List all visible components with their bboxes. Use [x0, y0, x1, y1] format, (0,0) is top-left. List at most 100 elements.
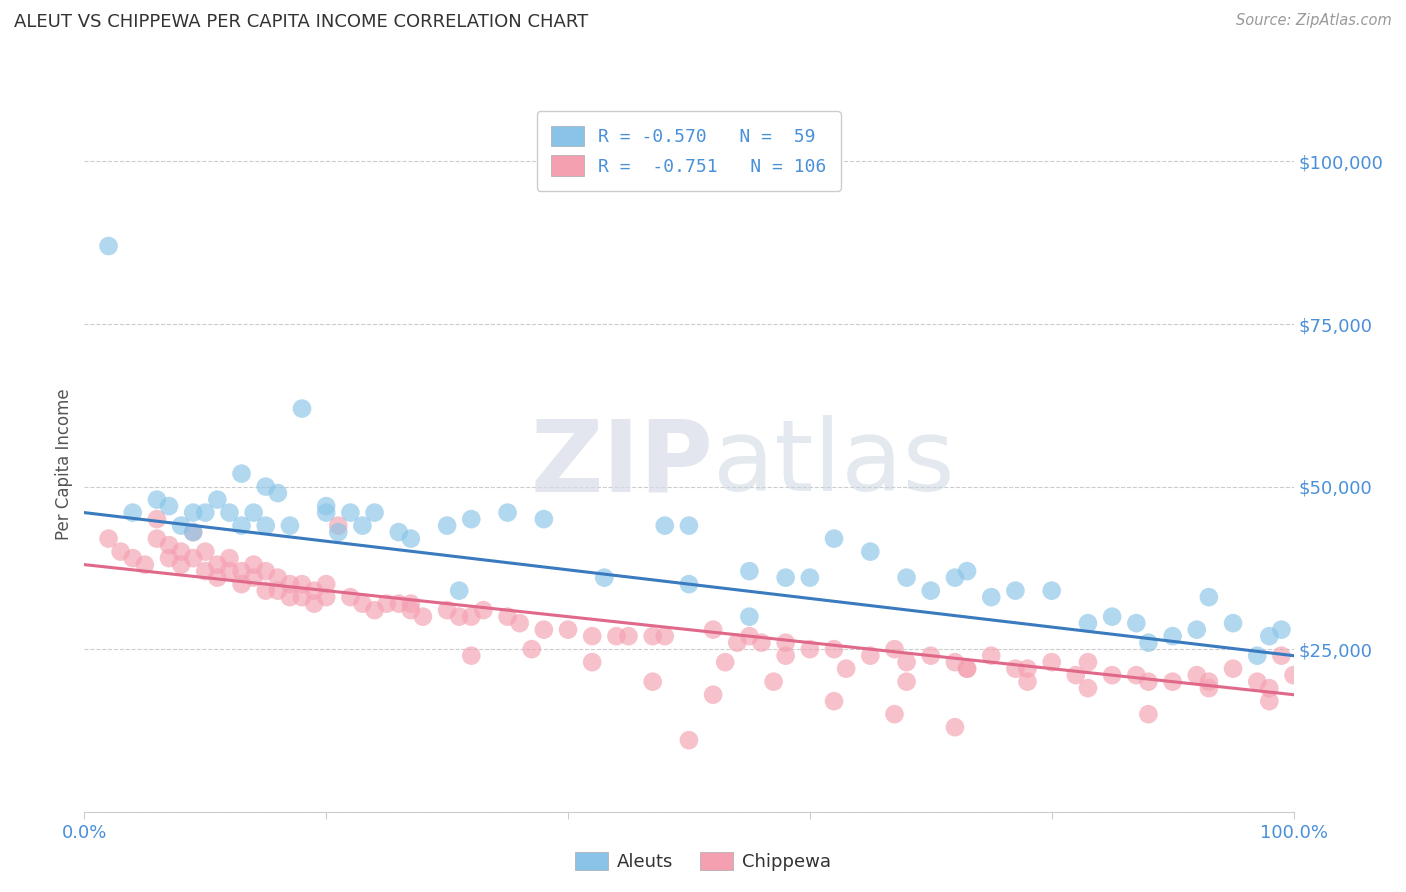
- Point: [751, 635, 773, 649]
- Point: [218, 551, 240, 566]
- Point: [1198, 681, 1220, 695]
- Point: [121, 551, 143, 566]
- Point: [231, 467, 253, 481]
- Point: [352, 597, 374, 611]
- Point: [352, 518, 374, 533]
- Point: [194, 544, 217, 558]
- Point: [399, 532, 422, 546]
- Point: [291, 577, 314, 591]
- Point: [231, 564, 253, 578]
- Point: [328, 525, 350, 540]
- Point: [835, 662, 858, 676]
- Point: [1125, 668, 1147, 682]
- Point: [207, 558, 229, 572]
- Point: [460, 648, 482, 663]
- Point: [315, 577, 337, 591]
- Point: [146, 532, 169, 546]
- Point: [581, 629, 603, 643]
- Legend: R = -0.570   N =  59, R =  -0.751   N = 106: R = -0.570 N = 59, R = -0.751 N = 106: [537, 112, 841, 191]
- Point: [1185, 668, 1208, 682]
- Point: [302, 597, 325, 611]
- Point: [449, 609, 471, 624]
- Point: [436, 603, 458, 617]
- Point: [218, 506, 240, 520]
- Point: [399, 597, 422, 611]
- Point: [388, 597, 411, 611]
- Point: [775, 571, 797, 585]
- Point: [1282, 668, 1305, 682]
- Point: [738, 564, 761, 578]
- Text: ALEUT VS CHIPPEWA PER CAPITA INCOME CORRELATION CHART: ALEUT VS CHIPPEWA PER CAPITA INCOME CORR…: [14, 13, 588, 31]
- Point: [399, 603, 422, 617]
- Point: [1125, 616, 1147, 631]
- Point: [97, 239, 120, 253]
- Point: [738, 629, 761, 643]
- Point: [157, 551, 180, 566]
- Point: [714, 655, 737, 669]
- Point: [278, 518, 301, 533]
- Point: [254, 583, 277, 598]
- Point: [641, 629, 664, 643]
- Point: [339, 590, 361, 604]
- Text: Source: ZipAtlas.com: Source: ZipAtlas.com: [1236, 13, 1392, 29]
- Point: [231, 577, 253, 591]
- Point: [194, 506, 217, 520]
- Point: [436, 518, 458, 533]
- Point: [738, 609, 761, 624]
- Point: [1198, 674, 1220, 689]
- Point: [375, 597, 398, 611]
- Point: [181, 525, 204, 540]
- Point: [460, 609, 482, 624]
- Point: [943, 571, 966, 585]
- Point: [943, 720, 966, 734]
- Y-axis label: Per Capita Income: Per Capita Income: [55, 388, 73, 540]
- Legend: Aleuts, Chippewa: Aleuts, Chippewa: [568, 845, 838, 879]
- Point: [799, 571, 821, 585]
- Point: [207, 492, 229, 507]
- Point: [823, 532, 845, 546]
- Point: [1064, 668, 1087, 682]
- Point: [1077, 681, 1099, 695]
- Point: [157, 538, 180, 552]
- Point: [449, 583, 471, 598]
- Point: [654, 518, 676, 533]
- Point: [97, 532, 120, 546]
- Point: [134, 558, 156, 572]
- Point: [218, 564, 240, 578]
- Point: [363, 506, 385, 520]
- Point: [146, 512, 169, 526]
- Point: [315, 499, 337, 513]
- Point: [1185, 623, 1208, 637]
- Point: [920, 648, 942, 663]
- Point: [1137, 635, 1160, 649]
- Point: [315, 590, 337, 604]
- Point: [181, 506, 204, 520]
- Point: [110, 544, 132, 558]
- Point: [859, 544, 882, 558]
- Point: [1161, 674, 1184, 689]
- Point: [496, 609, 519, 624]
- Point: [242, 571, 264, 585]
- Point: [267, 486, 290, 500]
- Point: [762, 674, 785, 689]
- Point: [1004, 662, 1026, 676]
- Point: [1040, 655, 1063, 669]
- Point: [533, 623, 555, 637]
- Point: [231, 518, 253, 533]
- Point: [1101, 609, 1123, 624]
- Point: [339, 506, 361, 520]
- Point: [254, 518, 277, 533]
- Point: [194, 564, 217, 578]
- Point: [533, 512, 555, 526]
- Point: [823, 642, 845, 657]
- Point: [254, 564, 277, 578]
- Point: [242, 558, 264, 572]
- Point: [146, 492, 169, 507]
- Point: [1040, 583, 1063, 598]
- Point: [1198, 590, 1220, 604]
- Point: [956, 662, 979, 676]
- Point: [412, 609, 434, 624]
- Point: [702, 623, 724, 637]
- Point: [267, 571, 290, 585]
- Point: [170, 518, 193, 533]
